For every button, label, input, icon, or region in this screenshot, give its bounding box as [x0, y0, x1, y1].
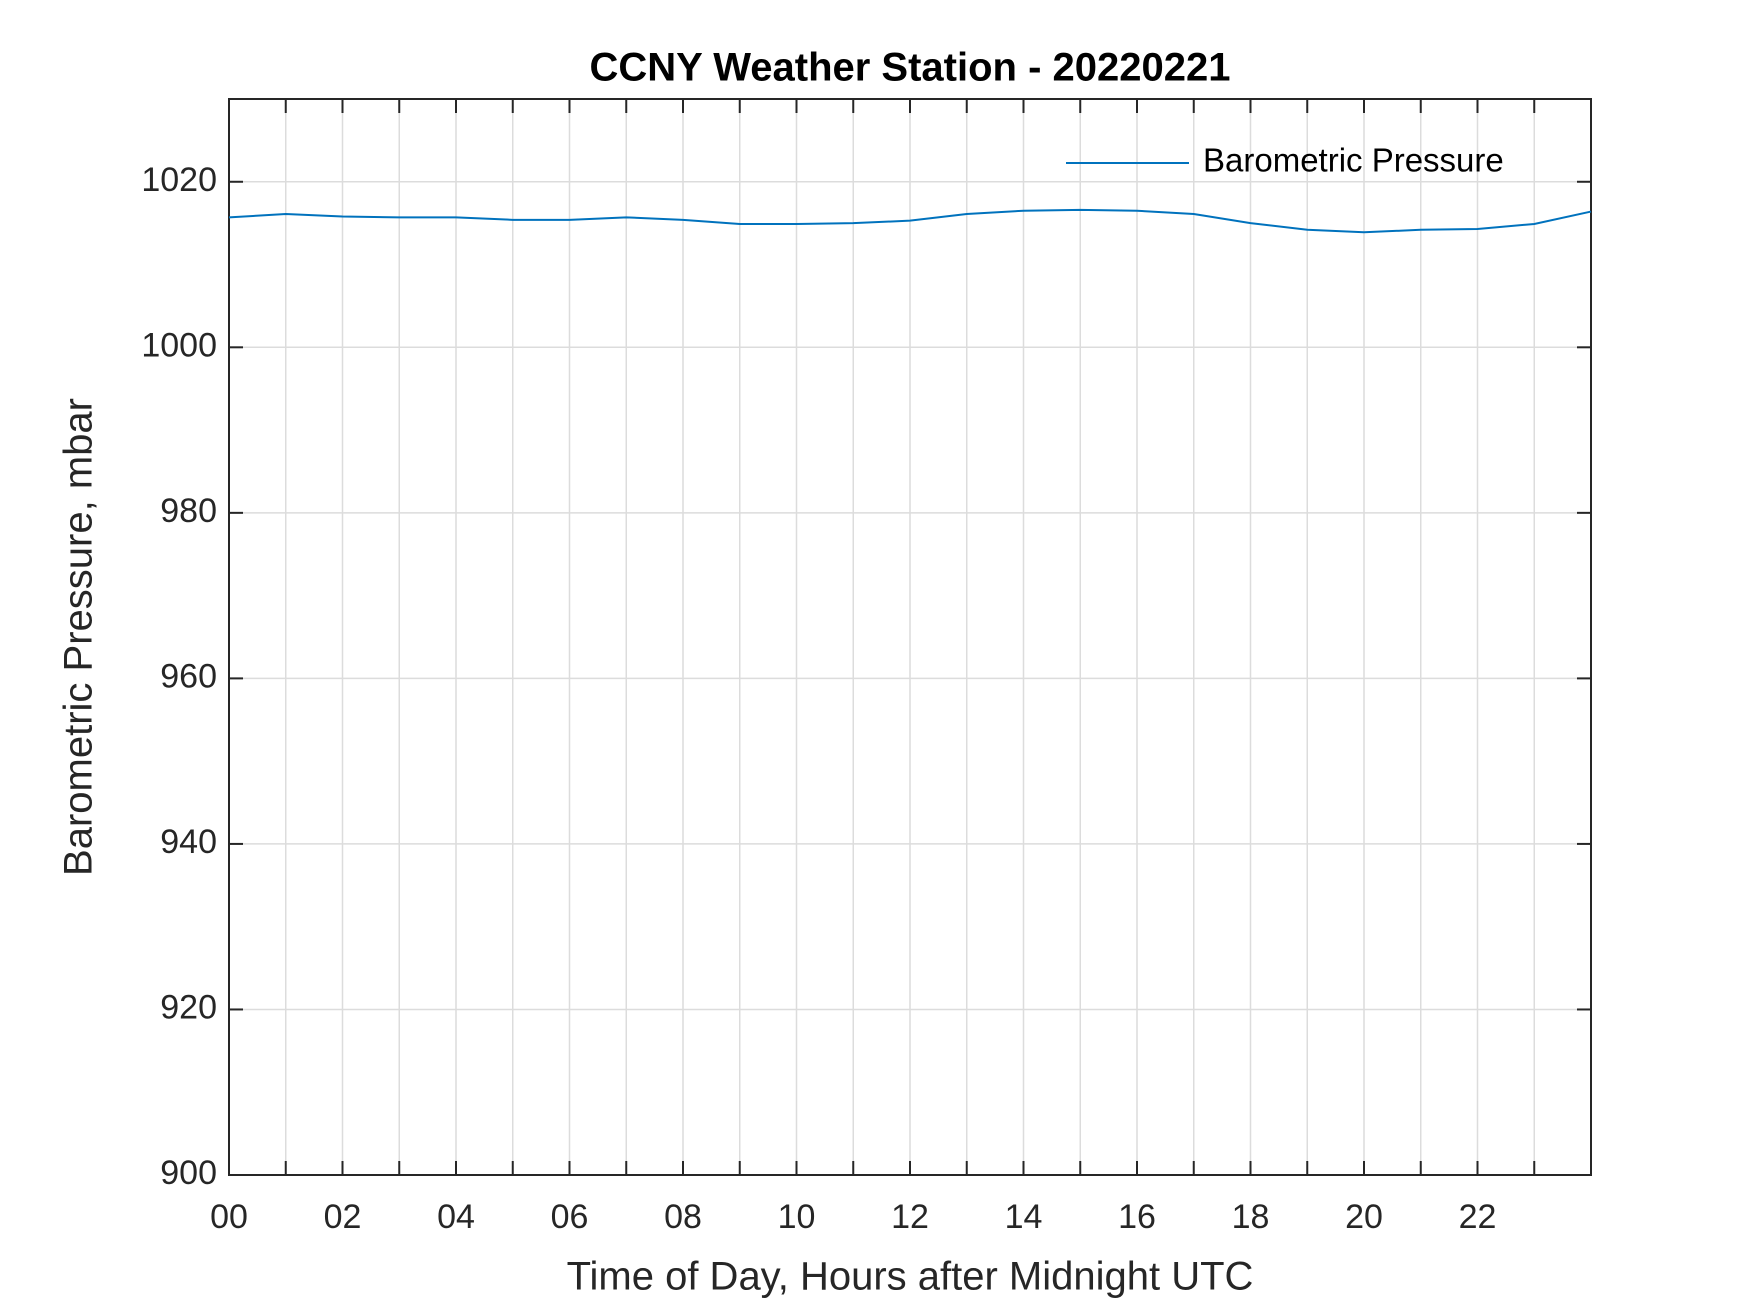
- y-axis-label: Barometric Pressure, mbar: [57, 398, 101, 876]
- legend-label: Barometric Pressure: [1203, 142, 1504, 179]
- x-tick-label: 20: [1345, 1198, 1383, 1236]
- y-tick-label: 900: [160, 1154, 217, 1192]
- plot-frame: [228, 98, 1592, 1176]
- y-tick-label: 1020: [141, 161, 217, 199]
- y-tick-label: 940: [160, 823, 217, 861]
- data-line: [228, 208, 1592, 234]
- y-tick-label: 980: [160, 492, 217, 530]
- x-tick-label: 18: [1232, 1198, 1270, 1236]
- x-axis-label: Time of Day, Hours after Midnight UTC: [567, 1255, 1254, 1299]
- y-tick-label: 960: [160, 657, 217, 695]
- x-tick-label: 16: [1118, 1198, 1156, 1236]
- x-tick-label: 22: [1459, 1198, 1497, 1236]
- x-tick-label: 08: [664, 1198, 702, 1236]
- chart-title: CCNY Weather Station - 20220221: [590, 46, 1231, 90]
- x-tick-label: 12: [891, 1198, 929, 1236]
- x-tick-label: 14: [1005, 1198, 1043, 1236]
- x-tick-label: 00: [210, 1198, 248, 1236]
- y-tick-label: 1000: [141, 326, 217, 364]
- y-tick-label: 920: [160, 988, 217, 1026]
- x-tick-label: 10: [778, 1198, 816, 1236]
- x-tick-label: 06: [551, 1198, 589, 1236]
- x-tick-label: 02: [324, 1198, 362, 1236]
- x-tick-label: 04: [437, 1198, 475, 1236]
